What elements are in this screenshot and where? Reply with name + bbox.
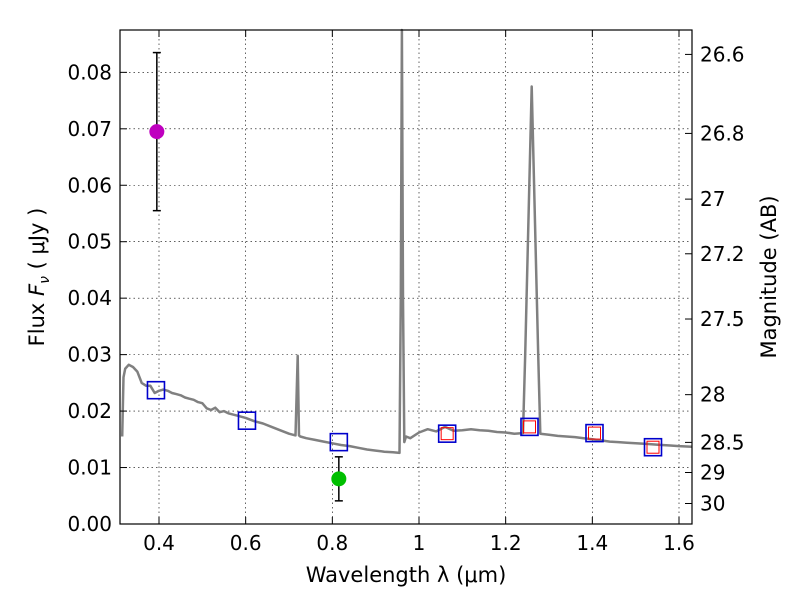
magnitude-tick-label: 27.2 [700, 242, 745, 266]
sed-model-layer [120, 28, 693, 455]
y-axis-label-prefix: Flux [25, 296, 49, 346]
model-photometry-square [520, 417, 539, 437]
model-photometry-inner-square [523, 420, 536, 434]
magnitude-tick-label: 27.5 [700, 307, 745, 331]
green-detection-point [331, 471, 347, 487]
y-axis-label: Flux Fν ( μJy ) [25, 208, 53, 347]
magnitude-tick-label: 29 [700, 461, 725, 485]
x-tick-label: 0.4 [143, 531, 175, 555]
model-photometry-square [585, 423, 604, 443]
x-tick-label: 1.2 [490, 531, 522, 555]
y-tick-label: 0.06 [67, 173, 112, 197]
magnitude-tick-label: 30 [700, 492, 725, 516]
magnitude-tick-label: 26.6 [700, 42, 745, 66]
x-tick-label: 0.8 [316, 531, 348, 555]
magnitude-tick-label: 26.8 [700, 121, 745, 145]
y-axis-label-suffix: ( μJy ) [25, 208, 49, 276]
y-axis-label-sub: ν [37, 276, 53, 284]
magnitude-tick-label: 28 [700, 383, 725, 407]
model-photometry-square [643, 437, 663, 457]
y-tick-label: 0.04 [67, 286, 112, 310]
model-photometry-square [146, 380, 166, 400]
y-tick-label: 0.08 [67, 60, 112, 84]
model-photometry-square [329, 432, 349, 452]
y-tick-label: 0.05 [67, 230, 112, 254]
y-tick-label: 0.03 [67, 343, 112, 367]
ticks-layer: 0.4 0.6 0.8 1 1.2 1.4 1.6 0.00 0.01 0.02 0.03 0.04 0… [67, 30, 745, 555]
model-photometry-inner-square [588, 426, 601, 440]
magnitude-axis-label: Magnitude (AB) [757, 195, 781, 358]
x-tick-label: 0.6 [230, 531, 262, 555]
magnitude-tick-label: 27 [700, 187, 725, 211]
y-axis-label-symbol: F [25, 283, 49, 296]
axes-frame [119, 29, 693, 525]
sed-model-line [120, 28, 693, 455]
model-photometry-inner-square [646, 440, 660, 454]
model-photometry-square [237, 411, 257, 430]
points-layer [146, 51, 663, 502]
magenta-detection-point [149, 124, 165, 140]
model-photometry-inner-square [440, 427, 454, 441]
x-tick-label: 1 [413, 531, 426, 555]
y-tick-label: 0.01 [67, 456, 112, 480]
y-tick-label: 0.02 [67, 399, 112, 423]
model-photometry-square [437, 424, 457, 443]
y-tick-label: 0.00 [67, 512, 112, 536]
x-axis-label: Wavelength λ (μm) [306, 563, 507, 587]
x-tick-label: 1.6 [663, 531, 695, 555]
magnitude-tick-label: 28.5 [700, 430, 745, 454]
y-tick-label: 0.07 [67, 117, 112, 141]
grid [120, 30, 692, 525]
x-tick-label: 1.4 [576, 531, 608, 555]
